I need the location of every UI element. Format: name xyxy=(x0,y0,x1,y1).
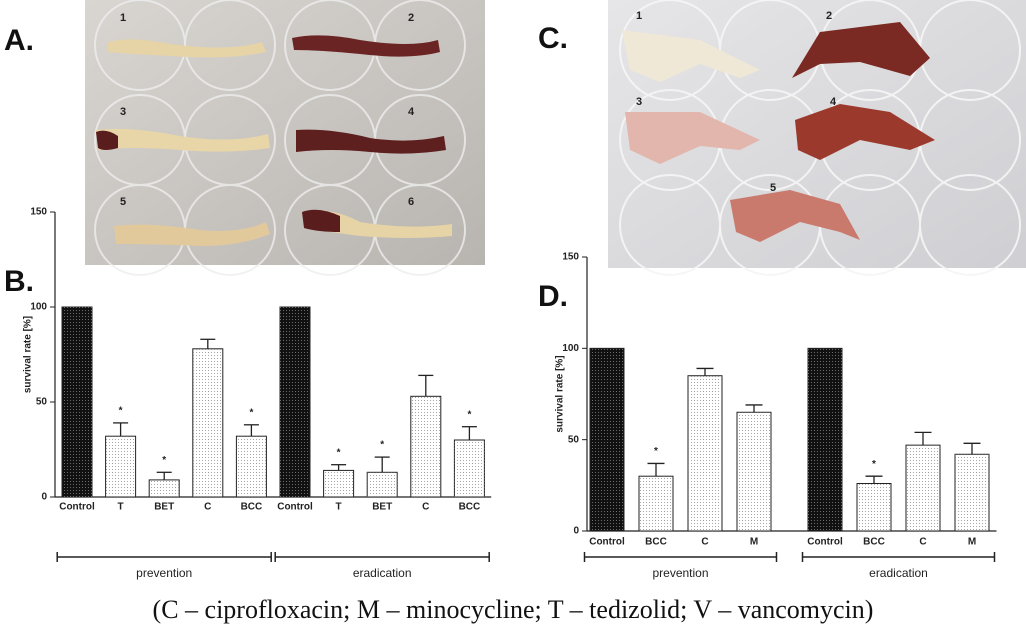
x-tick-label: C xyxy=(204,502,211,513)
bar-texture xyxy=(590,348,624,531)
group-label: prevention xyxy=(652,566,708,580)
caption: (C – ciprofloxacin; M – minocycline; T –… xyxy=(153,595,874,624)
y-tick-label: 150 xyxy=(562,252,579,263)
bar-texture xyxy=(906,445,940,531)
significance-mark: * xyxy=(380,440,384,451)
bar-texture xyxy=(367,472,398,497)
x-tick-label: BET xyxy=(154,502,174,513)
bar-texture xyxy=(323,470,354,497)
bar-texture xyxy=(410,396,441,497)
photo-label: 4 xyxy=(408,106,415,118)
x-tick-label: Control xyxy=(59,502,95,513)
group-label: prevention xyxy=(136,566,192,580)
x-tick-label: C xyxy=(701,537,708,548)
significance-mark: * xyxy=(119,406,123,417)
photo-label: 2 xyxy=(408,12,414,24)
x-tick-label: BET xyxy=(372,502,392,513)
y-tick-label: 50 xyxy=(568,434,580,445)
bar-texture xyxy=(808,348,842,531)
x-tick-label: T xyxy=(336,502,342,513)
panel-label: D. xyxy=(538,280,568,313)
x-tick-label: BCC xyxy=(241,502,263,513)
y-tick-label: 100 xyxy=(30,302,47,313)
photo-label: 3 xyxy=(636,96,642,108)
bar-texture xyxy=(149,479,180,497)
x-tick-label: Control xyxy=(589,537,625,548)
significance-mark: * xyxy=(654,446,658,457)
x-tick-label: C xyxy=(919,537,926,548)
photo-label: 1 xyxy=(120,12,126,24)
photo-label: 3 xyxy=(120,106,126,118)
photo-label: 2 xyxy=(826,10,832,22)
bar-texture xyxy=(280,307,310,497)
panel-label: B. xyxy=(4,265,34,298)
group-label: eradication xyxy=(353,566,412,580)
y-tick-label: 50 xyxy=(36,397,48,408)
y-tick-label: 0 xyxy=(573,526,579,537)
bar-texture xyxy=(192,348,223,497)
significance-mark: * xyxy=(872,459,876,470)
x-tick-label: BCC xyxy=(459,502,481,513)
y-tick-label: 100 xyxy=(562,343,579,354)
bar-texture xyxy=(639,476,673,531)
x-tick-label: C xyxy=(422,502,429,513)
photo-c xyxy=(608,0,1026,276)
x-tick-label: Control xyxy=(277,502,313,513)
significance-mark: * xyxy=(337,447,341,458)
y-tick-label: 150 xyxy=(30,207,47,218)
x-tick-label: Control xyxy=(807,537,843,548)
bar-texture xyxy=(62,307,92,497)
significance-mark: * xyxy=(249,407,253,418)
x-tick-label: M xyxy=(968,537,976,548)
bar-texture xyxy=(955,454,989,531)
bar-texture xyxy=(857,483,891,531)
x-tick-label: BCC xyxy=(645,537,667,548)
bar-texture xyxy=(737,412,771,531)
photo-label: 5 xyxy=(770,182,776,194)
group-label: eradication xyxy=(869,566,928,580)
significance-mark: * xyxy=(162,455,166,466)
bar-texture xyxy=(454,440,485,497)
x-tick-label: T xyxy=(118,502,124,513)
photo-a xyxy=(85,0,485,276)
significance-mark: * xyxy=(467,409,471,420)
photo-label: 1 xyxy=(636,10,642,22)
panel-label: A. xyxy=(4,24,34,57)
photo-label: 5 xyxy=(120,196,126,208)
bar-texture xyxy=(236,436,267,497)
photo-label: 6 xyxy=(408,196,414,208)
panel-label: C. xyxy=(538,22,568,55)
bar-texture xyxy=(105,436,136,497)
y-tick-label: 0 xyxy=(41,492,47,503)
photo-label: 4 xyxy=(830,96,837,108)
x-tick-label: BCC xyxy=(863,537,885,548)
y-axis-label: survival rate [%] xyxy=(23,316,34,393)
x-tick-label: M xyxy=(750,537,758,548)
bar-texture xyxy=(688,375,722,531)
y-axis-label: survival rate [%] xyxy=(555,355,566,432)
